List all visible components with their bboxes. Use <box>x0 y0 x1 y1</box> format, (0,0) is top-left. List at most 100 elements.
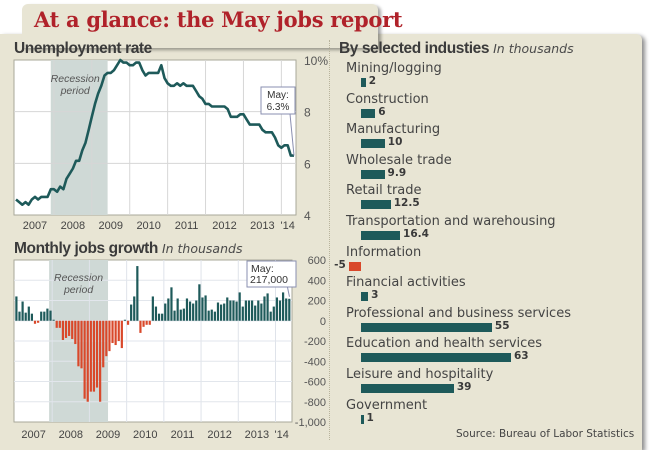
jobs-bar <box>154 306 158 321</box>
y-tick-label: -600 <box>304 377 326 389</box>
industry-bar <box>361 353 511 363</box>
industry-label: Mining/logging <box>346 61 442 76</box>
y-tick-label: 4 <box>304 209 311 223</box>
jobs-bar <box>24 312 27 321</box>
jobs-bar <box>71 320 74 339</box>
jobs-bar <box>64 320 68 338</box>
annotation-text: May: <box>251 263 274 275</box>
y-tick-label: -400 <box>304 356 326 368</box>
y-tick-label: 400 <box>308 275 326 287</box>
x-tick-label: 2007 <box>21 429 45 441</box>
industry-label: Construction <box>346 91 429 107</box>
jobs-bar <box>27 306 30 321</box>
section-divider <box>329 40 330 440</box>
jobs-bar <box>46 308 49 321</box>
page-title: At a glance: the May jobs report <box>34 7 403 32</box>
jobs-bar <box>120 320 123 349</box>
jobs-bar <box>30 313 34 321</box>
jobs-bar <box>247 300 251 321</box>
jobs-bar <box>244 300 247 321</box>
x-tick-label: 2010 <box>133 429 157 441</box>
jobs-bar <box>179 309 182 321</box>
industry-value: 6 <box>378 105 386 118</box>
industry-label: Wholesale trade <box>346 152 452 168</box>
jobs-bar <box>102 320 105 368</box>
jobs-bar <box>33 320 37 324</box>
y-tick-label: 10% <box>304 54 328 68</box>
jobs-bar <box>105 320 108 357</box>
industry-value: 55 <box>494 319 510 332</box>
jobs-bar <box>226 297 229 321</box>
title-banner: At a glance: the May jobs report <box>22 4 403 48</box>
jobs-bar <box>263 296 266 321</box>
x-tick-label: '14 <box>275 429 289 441</box>
jobs-bar <box>204 295 207 321</box>
jobs-bar <box>170 287 173 321</box>
jobs-bar <box>266 293 269 321</box>
jobs-bar <box>213 311 216 321</box>
jobs-bar <box>61 320 65 340</box>
jobs-bar <box>250 300 254 321</box>
jobs-bar <box>43 311 46 321</box>
x-tick-label: 2010 <box>136 220 160 232</box>
industry-value: 63 <box>513 350 529 363</box>
industry-value: 16.4 <box>403 228 429 240</box>
jobs-bar <box>142 320 145 327</box>
jobs-bar <box>201 297 204 321</box>
jobs-bar <box>15 296 18 321</box>
jobs-bar <box>117 320 120 341</box>
jobs-bar <box>182 308 185 321</box>
jobs-bar <box>133 296 136 321</box>
jobs-bar <box>123 319 127 321</box>
jobs-bar <box>89 320 92 392</box>
x-tick-label: 2008 <box>59 429 83 441</box>
jobs-bar <box>58 320 61 328</box>
jobs-bar <box>136 266 139 321</box>
jobs-bar <box>83 320 86 399</box>
industry-value: 10 <box>387 136 403 149</box>
x-tick-label: 2009 <box>96 429 120 441</box>
jobs-bar <box>195 300 198 321</box>
jobs-bar <box>74 320 77 345</box>
jobs-title-text: Monthly jobs growth <box>14 240 158 257</box>
jobs-bar <box>223 303 226 321</box>
jobs-bar <box>219 304 223 321</box>
jobs-subtitle: In thousands <box>161 241 243 256</box>
x-tick-label: 2009 <box>99 220 123 232</box>
y-tick-label: 600 <box>308 255 326 267</box>
jobs-bar <box>278 300 282 321</box>
jobs-bar <box>285 298 288 321</box>
jobs-bar <box>269 311 272 321</box>
annotation-value: 217,000 <box>250 274 288 286</box>
jobs-bar <box>288 298 291 321</box>
recession-band <box>50 60 108 215</box>
jobs-bar <box>77 320 80 367</box>
x-tick-label: 2008 <box>61 220 85 232</box>
industry-bar <box>361 384 454 393</box>
jobs-bar <box>37 320 40 323</box>
jobs-bar <box>157 313 161 321</box>
x-tick-label: 2007 <box>23 220 47 232</box>
jobs-bar <box>80 320 83 369</box>
jobs-bar <box>216 302 220 321</box>
jobs-bar <box>254 305 257 321</box>
industry-value: 12.5 <box>393 197 420 210</box>
annotation-text: May: <box>267 90 289 101</box>
x-tick-label: 2012 <box>207 429 231 441</box>
industry-label: Government <box>346 397 428 413</box>
unemployment-chart: 10% 8 6 4 2007 2008 2009 2010 2011 2012 2013 '14 Rec… <box>13 54 328 232</box>
jobs-bar <box>192 303 195 321</box>
recession-label: period <box>63 284 94 296</box>
industries-subtitle: In thousands <box>493 41 574 56</box>
y-tick-label: -1,000 <box>295 417 326 429</box>
jobs-bar <box>40 311 43 321</box>
annotation-pointer <box>289 113 295 156</box>
jobs-bar <box>148 320 151 325</box>
x-tick-label: 2013 <box>250 220 274 232</box>
jobs-bar <box>55 320 58 328</box>
jobs-growth-chart: 600 400 200 0 -200 -400 -600 -800 -1,000 2007 2008… <box>13 255 326 441</box>
industry-bar <box>361 78 366 87</box>
jobs-bar <box>238 292 241 321</box>
annotation-value: 6.3% <box>267 102 290 113</box>
y-tick-label: 0 <box>320 316 326 328</box>
